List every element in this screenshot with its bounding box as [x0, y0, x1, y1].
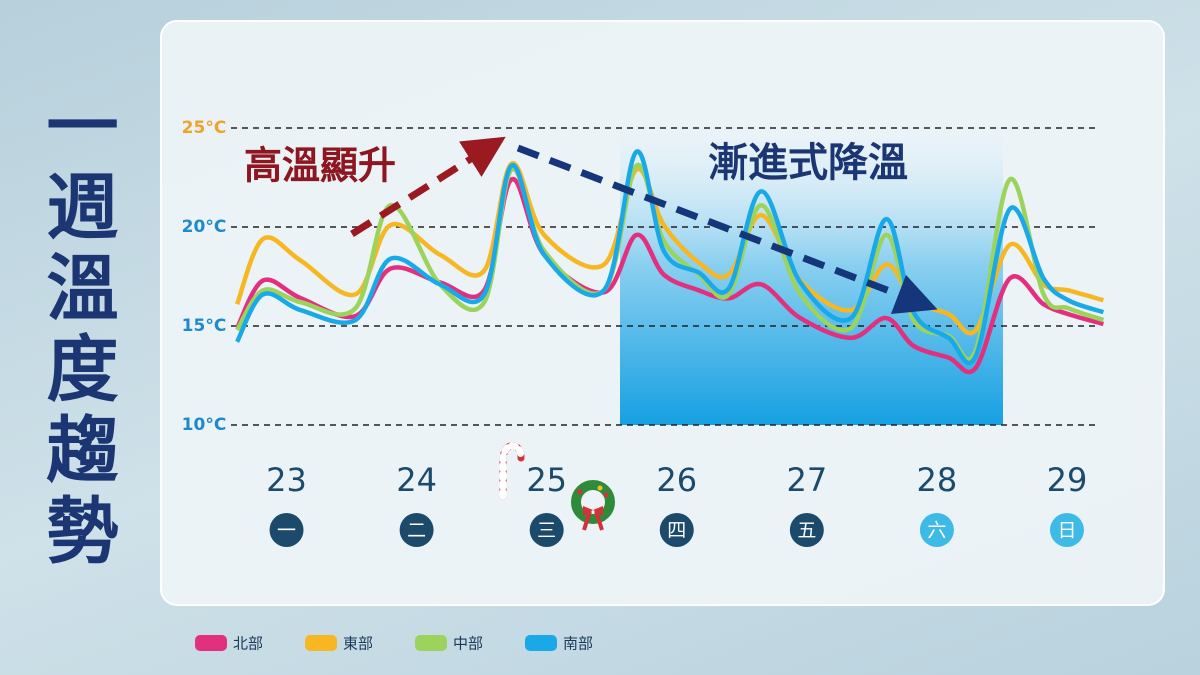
weekday-label: 三: [537, 520, 556, 542]
weekday-label: 四: [667, 520, 686, 542]
legend-label: 東部: [343, 635, 373, 653]
x-tick-label: 23: [266, 461, 307, 499]
weekday-label: 二: [407, 520, 426, 542]
weekday-badge: [789, 513, 824, 547]
legend-label: 南部: [563, 635, 593, 653]
legend-swatch: [305, 635, 337, 651]
wreath: [571, 480, 615, 531]
weekday-label: 六: [927, 520, 946, 542]
candy-cane: [499, 442, 525, 500]
weekday-badge: [919, 513, 954, 547]
annotation: 漸進式降溫: [708, 140, 908, 186]
rise-arrow: [350, 136, 506, 237]
legend-swatch: [195, 635, 227, 651]
x-tick-label: 26: [656, 461, 697, 499]
y-tick-label: 10°C: [182, 415, 227, 435]
weekday-badge: [1049, 513, 1084, 547]
x-tick-label: 25: [526, 461, 567, 499]
series-line: [234, 161, 1105, 336]
legend-label: 中部: [453, 635, 483, 653]
y-tick-label: 15°C: [182, 316, 227, 336]
legend-label: 北部: [233, 635, 263, 653]
weekday-label: 日: [1057, 520, 1076, 542]
y-tick-label: 20°C: [182, 217, 227, 237]
weekday-badge: [659, 513, 694, 547]
weekday-badge: [399, 513, 434, 547]
series-line: [235, 149, 1105, 366]
series-line: [235, 177, 1105, 375]
y-tick-label: 25°C: [182, 118, 227, 138]
x-tick-label: 24: [396, 461, 437, 499]
cooling-shade: [620, 128, 1003, 425]
x-tick-label: 28: [917, 461, 958, 499]
annotation: 高溫顯升: [244, 144, 396, 188]
weekday-label: 一: [277, 520, 296, 542]
legend-swatch: [415, 635, 447, 651]
weekday-label: 五: [797, 520, 816, 542]
weekday-badge: [529, 513, 564, 547]
fall-arrow: [516, 144, 938, 315]
x-tick-label: 27: [786, 461, 827, 499]
legend-swatch: [525, 635, 557, 651]
weekday-badge: [269, 513, 304, 547]
page-title: 一週溫度趨勢: [34, 88, 118, 574]
x-tick-label: 29: [1047, 461, 1088, 499]
